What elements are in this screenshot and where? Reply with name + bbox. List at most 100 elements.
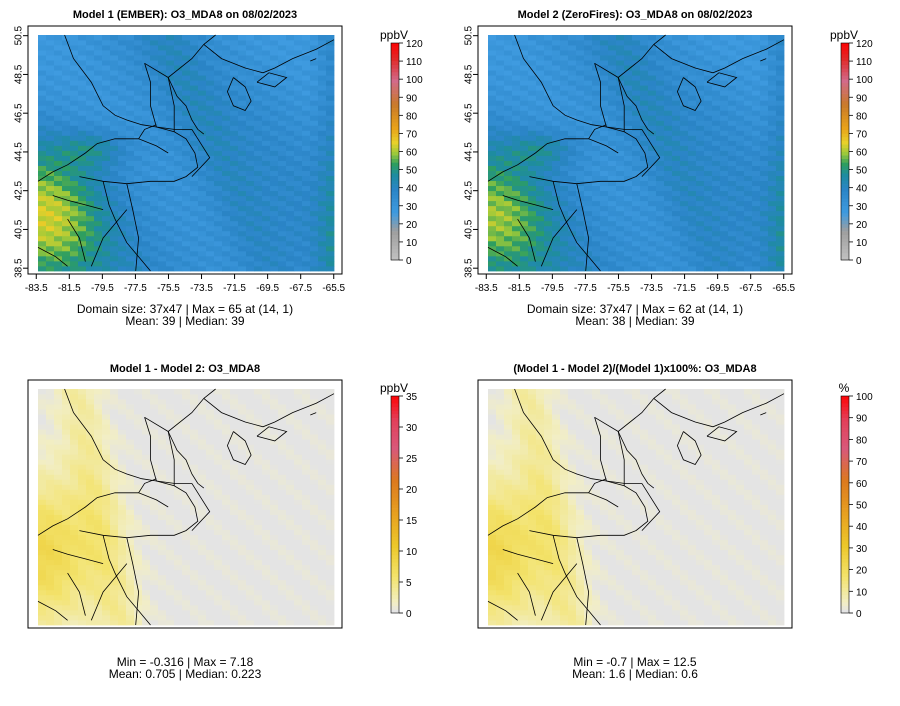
heatmap-cell bbox=[310, 145, 319, 151]
heatmap-cell bbox=[134, 429, 143, 435]
heatmap-cell bbox=[278, 75, 287, 81]
heatmap-cell bbox=[736, 90, 745, 96]
heatmap-cell bbox=[206, 160, 215, 166]
heatmap-cell bbox=[46, 414, 55, 420]
heatmap-cell bbox=[640, 255, 649, 262]
heatmap-cell bbox=[174, 130, 183, 136]
heatmap-cell bbox=[736, 185, 745, 192]
heatmap-cell bbox=[198, 604, 207, 611]
heatmap-cell bbox=[568, 220, 577, 227]
heatmap-cell bbox=[214, 40, 223, 46]
heatmap-cell bbox=[70, 604, 79, 611]
heatmap-cell bbox=[560, 250, 569, 257]
heatmap-cell bbox=[294, 95, 303, 101]
heatmap-cell bbox=[206, 210, 215, 217]
heatmap-cell bbox=[640, 65, 649, 71]
heatmap-cell bbox=[110, 225, 119, 232]
heatmap-cell bbox=[70, 205, 79, 212]
heatmap-cell bbox=[126, 185, 135, 192]
colorbar-step bbox=[841, 43, 849, 47]
heatmap-cell bbox=[134, 145, 143, 151]
heatmap-cell bbox=[102, 554, 111, 561]
heatmap-cell bbox=[736, 220, 745, 227]
heatmap-cell bbox=[568, 55, 577, 61]
heatmap-cell bbox=[182, 494, 191, 500]
heatmap-cell bbox=[230, 100, 239, 106]
heatmap-cell bbox=[310, 70, 319, 76]
heatmap-cell bbox=[238, 170, 247, 176]
heatmap-cell bbox=[142, 464, 151, 470]
heatmap-cell bbox=[142, 589, 151, 596]
heatmap-cell bbox=[206, 165, 215, 171]
heatmap-cell bbox=[206, 70, 215, 76]
heatmap-cell bbox=[182, 240, 191, 247]
heatmap-cell bbox=[326, 260, 335, 267]
heatmap-cell bbox=[70, 150, 79, 156]
heatmap-cell bbox=[624, 90, 633, 96]
heatmap-cell bbox=[520, 240, 529, 247]
heatmap-cell bbox=[688, 240, 697, 247]
heatmap-cell bbox=[190, 160, 199, 166]
heatmap-cell bbox=[126, 265, 135, 272]
heatmap-cell bbox=[222, 100, 231, 106]
heatmap-cell bbox=[142, 220, 151, 227]
heatmap-cell bbox=[760, 105, 769, 111]
heatmap-cell bbox=[198, 584, 207, 591]
heatmap-cell bbox=[286, 220, 295, 227]
heatmap-cell bbox=[520, 150, 529, 156]
heatmap-cell bbox=[222, 574, 231, 581]
heatmap-cell bbox=[70, 125, 79, 131]
heatmap-cell bbox=[624, 35, 633, 41]
heatmap-cell bbox=[720, 245, 729, 252]
heatmap-cell bbox=[94, 584, 103, 591]
heatmap-cell bbox=[528, 135, 537, 141]
heatmap-cell bbox=[552, 215, 561, 222]
heatmap-cell bbox=[664, 120, 673, 126]
heatmap-cell bbox=[736, 235, 745, 242]
heatmap-cell bbox=[62, 180, 71, 187]
heatmap-cell bbox=[600, 185, 609, 192]
heatmap-cell bbox=[728, 180, 737, 187]
heatmap-cell bbox=[118, 494, 127, 500]
heatmap-cell bbox=[230, 225, 239, 232]
heatmap-cell bbox=[278, 235, 287, 242]
heatmap-cell bbox=[166, 474, 175, 480]
heatmap-cell bbox=[118, 464, 127, 470]
heatmap-cell bbox=[504, 75, 513, 81]
heatmap-cell bbox=[640, 185, 649, 192]
heatmap-cell bbox=[576, 240, 585, 247]
heatmap-cell bbox=[142, 469, 151, 475]
heatmap-cell bbox=[728, 155, 737, 161]
heatmap-cell bbox=[198, 414, 207, 420]
heatmap-cell bbox=[736, 135, 745, 141]
heatmap-cell bbox=[70, 75, 79, 81]
heatmap-cell bbox=[206, 130, 215, 136]
heatmap-cell bbox=[38, 619, 47, 626]
heatmap-cell bbox=[46, 210, 55, 217]
colorbar-step bbox=[391, 176, 399, 181]
heatmap-cell bbox=[544, 245, 553, 252]
heatmap-cell bbox=[134, 205, 143, 212]
heatmap-cell bbox=[126, 394, 135, 400]
heatmap-cell bbox=[760, 135, 769, 141]
heatmap-cell bbox=[38, 469, 47, 475]
heatmap-cell bbox=[62, 399, 71, 405]
heatmap-cell bbox=[302, 65, 311, 71]
heatmap-cell bbox=[278, 145, 287, 151]
heatmap-cell bbox=[46, 394, 55, 400]
heatmap-cell bbox=[624, 195, 633, 202]
heatmap-cell bbox=[704, 100, 713, 106]
heatmap-cell bbox=[496, 200, 505, 207]
heatmap-cell bbox=[728, 135, 737, 141]
heatmap-cell bbox=[584, 170, 593, 176]
heatmap-cell bbox=[86, 394, 95, 400]
heatmap-cell bbox=[632, 260, 641, 267]
heatmap-cell bbox=[166, 180, 175, 187]
heatmap-cell bbox=[54, 439, 63, 445]
heatmap-cell bbox=[78, 609, 87, 616]
heatmap-cell bbox=[728, 90, 737, 96]
heatmap-cell bbox=[54, 479, 63, 485]
heatmap-cell bbox=[616, 200, 625, 207]
heatmap-cell bbox=[150, 559, 159, 566]
heatmap-cell bbox=[118, 170, 127, 176]
